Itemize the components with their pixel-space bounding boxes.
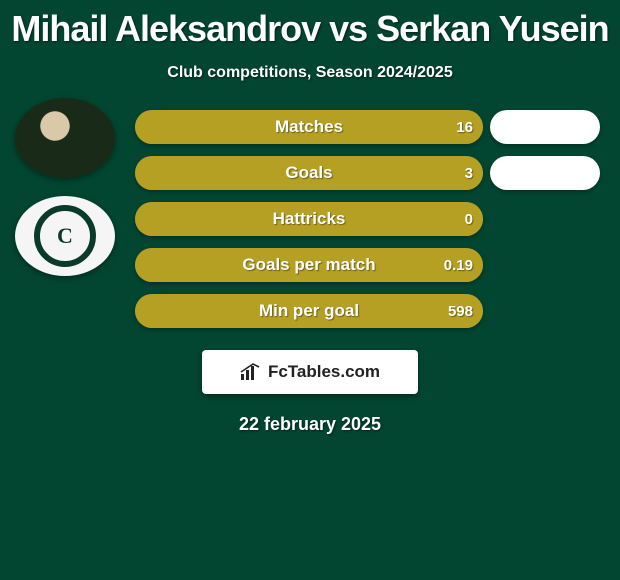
stat-bar-hattricks: Hattricks 0 — [135, 202, 483, 236]
page-title: Mihail Aleksandrov vs Serkan Yusein — [0, 0, 620, 50]
stat-bar-goals-per-match: Goals per match 0.19 — [135, 248, 483, 282]
stat-pill-goals-p2 — [490, 156, 600, 190]
stat-value-p1: 3 — [465, 165, 473, 182]
stat-value-p1: 0 — [465, 211, 473, 228]
club-badge-letter: C — [34, 205, 96, 267]
stat-bars: Matches 16 Goals 3 Hattricks 0 Goals per… — [135, 110, 483, 328]
player2-pill-column — [490, 110, 600, 190]
brand-badge[interactable]: FcTables.com — [202, 350, 418, 394]
comparison-content: C Matches 16 Goals 3 Hattricks 0 Goals p… — [0, 110, 620, 328]
stat-label: Goals per match — [135, 255, 483, 275]
player-avatar-column: C — [10, 98, 120, 276]
stat-label: Hattricks — [135, 209, 483, 229]
footer-date: 22 february 2025 — [0, 414, 620, 435]
stat-value-p1: 0.19 — [444, 257, 473, 274]
stat-value-p1: 16 — [456, 119, 473, 136]
player1-avatar — [15, 98, 115, 178]
stat-label: Goals — [135, 163, 483, 183]
stat-bar-matches: Matches 16 — [135, 110, 483, 144]
player2-club-badge: C — [15, 196, 115, 276]
stat-bar-min-per-goal: Min per goal 598 — [135, 294, 483, 328]
stat-bar-goals: Goals 3 — [135, 156, 483, 190]
stat-label: Matches — [135, 117, 483, 137]
chart-icon — [240, 363, 262, 381]
subtitle: Club competitions, Season 2024/2025 — [0, 64, 620, 82]
stat-value-p1: 598 — [448, 303, 473, 320]
brand-text: FcTables.com — [268, 362, 380, 382]
stat-label: Min per goal — [135, 301, 483, 321]
stat-pill-matches-p2 — [490, 110, 600, 144]
